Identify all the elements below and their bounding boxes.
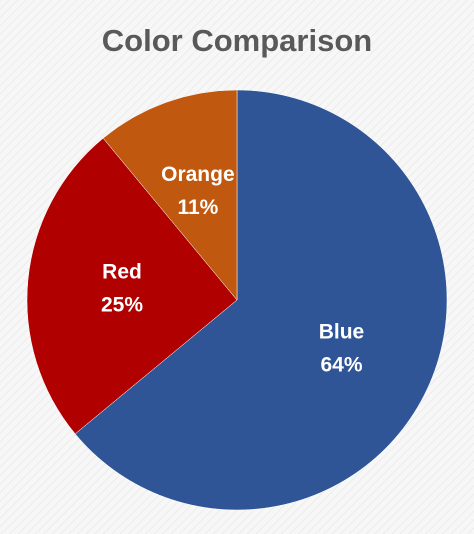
pie-slice (26, 137, 238, 435)
slice-label: Orange (161, 163, 235, 186)
slice-value-label: 25% (101, 294, 143, 317)
slice-label: Red (102, 261, 142, 284)
chart-title: Color Comparison (102, 23, 372, 58)
slice-label: Blue (319, 321, 365, 344)
pie-slice (74, 89, 448, 511)
slice-value-label: 64% (320, 354, 362, 377)
pie-slice (102, 89, 238, 301)
slice-value-label: 11% (177, 196, 218, 219)
